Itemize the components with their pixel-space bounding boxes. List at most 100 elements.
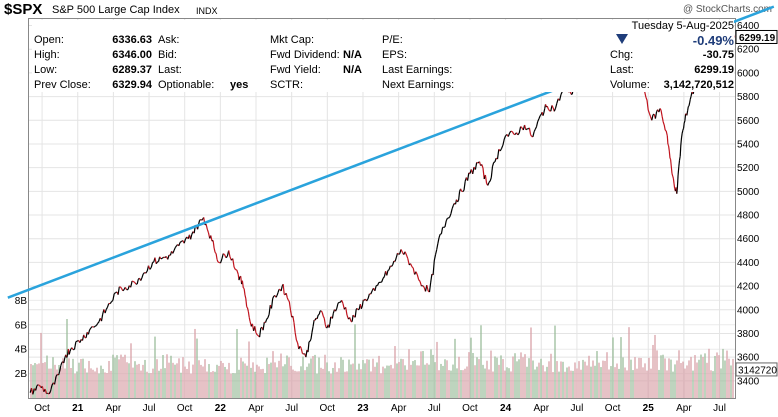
chg-label: Chg: [610, 49, 634, 61]
price-segment [149, 266, 152, 270]
price-segment [112, 293, 115, 301]
price-segment [172, 250, 175, 254]
price-segment [141, 274, 144, 279]
price-segment [277, 289, 280, 293]
price-segment [268, 305, 271, 315]
price-tick-label: 6200 [737, 45, 760, 56]
price-segment [366, 298, 369, 302]
price-segment [667, 143, 670, 147]
price-segment [670, 166, 673, 174]
price-segment [683, 123, 685, 129]
price-segment [669, 157, 672, 160]
pct-change: -0.49% [692, 33, 734, 48]
price-segment [535, 121, 539, 127]
price-segment [467, 172, 470, 181]
last-volume-box [735, 362, 778, 377]
price-segment [377, 282, 380, 286]
price-segment [528, 127, 532, 135]
price-segment [390, 265, 392, 268]
eps-label: EPS: [382, 49, 408, 61]
price-segment [397, 252, 400, 255]
price-segment [246, 306, 248, 309]
optionable-value: yes [230, 79, 249, 91]
price-segment [539, 113, 542, 117]
open-label: Open: [34, 34, 64, 46]
price-segment [346, 314, 349, 320]
price-segment [687, 105, 690, 108]
price-segment [494, 158, 497, 163]
prev-close-value: 6329.94 [112, 79, 152, 91]
price-segment [300, 348, 303, 354]
down-arrow-icon [616, 34, 628, 44]
price-segment [476, 161, 479, 164]
price-segment [488, 180, 491, 183]
price-segment [247, 311, 250, 318]
price-segment [448, 216, 451, 219]
price-segment [206, 229, 210, 233]
price-segment [680, 133, 683, 139]
price-segment [54, 376, 57, 385]
price-segment [248, 317, 251, 322]
price-segment [242, 287, 245, 289]
price-segment [113, 292, 116, 295]
price-segment [355, 308, 358, 310]
last-price-label: 6299.19 [739, 33, 776, 44]
open-value: 6336.63 [112, 34, 152, 46]
price-tick-label: 5000 [737, 187, 760, 198]
price-segment [671, 173, 674, 177]
price-segment [63, 357, 66, 364]
price-segment [450, 208, 453, 214]
watermark: @ StockCharts.com [682, 4, 772, 15]
price-segment [419, 281, 422, 287]
price-segment [288, 301, 292, 311]
price-segment [360, 305, 363, 310]
price-segment [318, 310, 321, 315]
price-segment [210, 235, 213, 242]
next-earnings-label: Next Earnings: [382, 79, 455, 91]
price-segment [282, 284, 285, 295]
price-tick-label: 4200 [737, 282, 760, 293]
price-segment [663, 124, 666, 131]
price-segment [120, 286, 123, 290]
price-segment [167, 254, 170, 260]
price-segment [90, 326, 93, 329]
price-segment [225, 255, 228, 259]
price-segment [415, 271, 418, 275]
price-segment [92, 325, 94, 328]
price-segment [554, 102, 558, 109]
volume-tick-label: 8B [15, 296, 28, 307]
quote-date: Tuesday 5-Aug-2025 [631, 20, 734, 32]
price-segment [329, 316, 332, 325]
price-segment [678, 156, 681, 161]
price-segment [437, 237, 440, 244]
price-segment [524, 124, 527, 130]
price-segment [388, 265, 391, 270]
price-segment [232, 258, 235, 268]
price-segment [356, 308, 359, 311]
price-tick-label: 6000 [737, 68, 760, 79]
price-segment [140, 277, 143, 281]
time-tick-label: Oct [605, 403, 621, 414]
time-tick-label: 24 [500, 403, 512, 414]
price-segment [349, 317, 352, 322]
price-segment [386, 270, 389, 276]
price-segment [341, 300, 344, 304]
time-tick-label: 21 [72, 403, 84, 414]
price-tick-label: 6400 [737, 21, 760, 32]
price-segment [292, 316, 295, 323]
price-segment [311, 326, 314, 333]
time-tick-label: 25 [643, 403, 655, 414]
price-segment [44, 388, 48, 394]
price-segment [322, 316, 325, 319]
time-tick-label: Jul [571, 403, 584, 414]
price-segment [422, 285, 425, 288]
price-segment [487, 182, 490, 186]
time-tick-label: Oct [177, 403, 193, 414]
price-segment [670, 159, 672, 167]
price-tick-label: 4800 [737, 211, 760, 222]
price-segment [520, 126, 523, 129]
price-segment [85, 332, 88, 338]
price-segment [451, 205, 454, 209]
price-segment [245, 298, 248, 307]
price-segment [307, 341, 310, 353]
